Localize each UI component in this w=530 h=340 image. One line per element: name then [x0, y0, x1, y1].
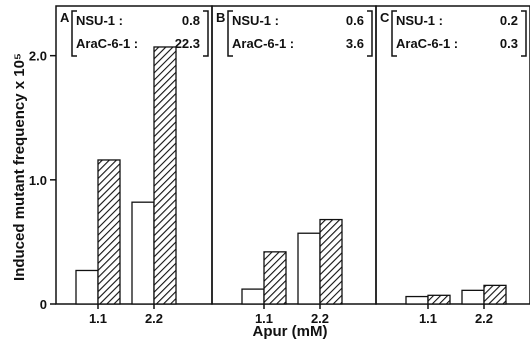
bar-arac-6-1 [97, 159, 121, 305]
bar-nsu-1 [241, 288, 265, 305]
bar-arac-6-1 [263, 251, 287, 305]
legend-value: 0.3 [500, 36, 518, 51]
legend-label: NSU-1 : [232, 13, 279, 28]
legend-value: 22.3 [175, 36, 200, 51]
y-tick-label: 1.0 [29, 173, 47, 188]
x-tick-label: 2.2 [475, 311, 493, 326]
legend-bracket-right [367, 10, 373, 57]
x-tick-label: 2.2 [311, 311, 329, 326]
bar-nsu-1 [297, 232, 321, 305]
legend-label: AraC-6-1 : [232, 36, 294, 51]
legend-label: AraC-6-1 : [76, 36, 138, 51]
panel-frame-c [375, 5, 530, 305]
bar-nsu-1 [405, 295, 429, 305]
bar-arac-6-1 [153, 46, 177, 305]
legend-bracket-left [227, 10, 233, 57]
x-tick-label: 2.2 [145, 311, 163, 326]
y-axis-label: Induced mutant frequency x 10⁵ [11, 53, 28, 281]
legend-label: NSU-1 : [396, 13, 443, 28]
y-tick-label: 2.0 [29, 49, 47, 64]
legend-bracket-right [203, 10, 209, 57]
legend-value: 3.6 [346, 36, 364, 51]
panel-letter: B [216, 10, 225, 25]
legend-bracket-left [71, 10, 77, 57]
panel-letter: A [60, 10, 70, 25]
legend-value: 0.2 [500, 13, 518, 28]
legend-label: AraC-6-1 : [396, 36, 458, 51]
legend-bracket-left [391, 10, 397, 57]
legend-label: NSU-1 : [76, 13, 123, 28]
bar-nsu-1 [75, 269, 99, 305]
panel-letter: C [380, 10, 390, 25]
x-tick-label: 1.1 [255, 311, 273, 326]
bar-nsu-1 [461, 289, 485, 305]
bar-arac-6-1 [319, 218, 343, 305]
legend-bracket-right [521, 10, 527, 57]
bar-nsu-1 [131, 201, 155, 305]
bar-arac-6-1 [483, 284, 507, 305]
x-tick-label: 1.1 [419, 311, 437, 326]
x-axis-label: Apur (mM) [253, 323, 328, 340]
x-tick-label: 1.1 [89, 311, 107, 326]
bar-arac-6-1 [427, 294, 451, 305]
y-tick-label: 0 [40, 297, 47, 312]
legend-value: 0.8 [182, 13, 200, 28]
legend-value: 0.6 [346, 13, 364, 28]
